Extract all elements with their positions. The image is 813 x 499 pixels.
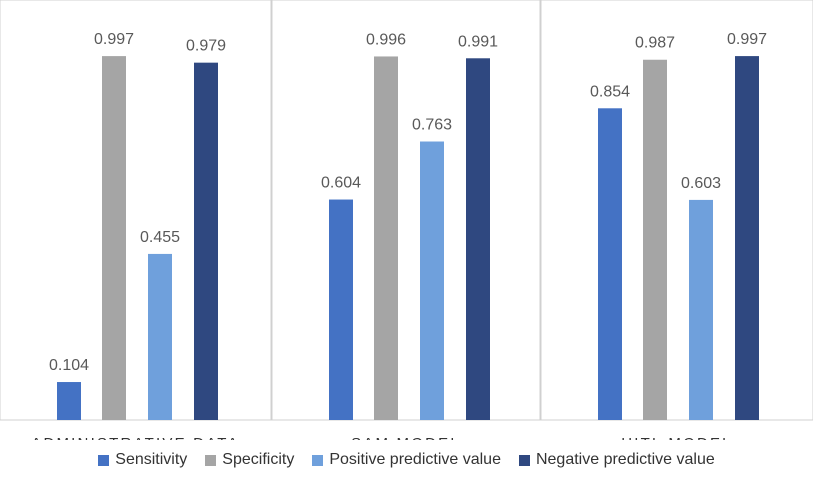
data-label-sensitivity-hitl-model: 0.854 xyxy=(590,83,630,100)
data-label-ppv-hitl-model: 0.603 xyxy=(681,175,721,192)
bar-npv-hitl-model xyxy=(735,56,759,420)
legend: Sensitivity Specificity Positive predict… xyxy=(0,450,813,470)
bar-specificity-administrative-data xyxy=(102,56,126,420)
legend-label-npv: Negative predictive value xyxy=(535,451,715,468)
category-label-administrative-data: ADMINISTRATIVE DATA xyxy=(31,435,239,440)
category-label-sam-model: SAM MODEL xyxy=(351,435,461,440)
legend-swatch-specificity xyxy=(205,454,217,466)
bar-ppv-sam-model xyxy=(420,141,444,420)
data-label-npv-hitl-model: 0.997 xyxy=(727,31,767,48)
bar-specificity-hitl-model xyxy=(643,59,667,421)
legend-item-ppv: Positive predictive value xyxy=(312,451,501,469)
panel-hitl-model xyxy=(540,0,813,421)
bar-npv-sam-model xyxy=(466,58,490,420)
bar-sensitivity-sam-model xyxy=(329,199,353,420)
legend-swatch-npv xyxy=(518,454,530,466)
data-label-specificity-hitl-model: 0.987 xyxy=(635,35,675,52)
bar-specificity-sam-model xyxy=(374,56,398,421)
data-label-specificity-administrative-data: 0.997 xyxy=(94,31,134,48)
data-label-sensitivity-administrative-data: 0.104 xyxy=(49,357,89,374)
bar-ppv-administrative-data xyxy=(148,253,172,420)
panel-backgrounds xyxy=(0,0,813,421)
data-labels: 0.104 0.997 0.455 0.979 0.604 0.996 0.763 0.991… xyxy=(49,31,767,374)
legend-label-sensitivity: Sensitivity xyxy=(115,451,188,468)
panel-administrative-data xyxy=(0,0,272,421)
bars xyxy=(57,56,759,421)
data-label-npv-sam-model: 0.991 xyxy=(458,33,498,50)
data-label-ppv-sam-model: 0.763 xyxy=(412,117,452,134)
data-label-sensitivity-sam-model: 0.604 xyxy=(321,175,361,192)
bar-sensitivity-administrative-data xyxy=(57,382,81,420)
panel-sam-model xyxy=(271,0,541,421)
bar-ppv-hitl-model xyxy=(689,199,713,420)
legend-item-sensitivity: Sensitivity xyxy=(98,451,187,469)
data-label-npv-administrative-data: 0.979 xyxy=(186,38,226,55)
data-label-ppv-administrative-data: 0.455 xyxy=(140,229,180,246)
category-labels: ADMINISTRATIVE DATA SAM MODEL HITL MODEL xyxy=(31,435,732,440)
legend-label-specificity: Specificity xyxy=(222,451,295,468)
bar-sensitivity-hitl-model xyxy=(598,108,622,420)
category-label-hitl-model: HITL MODEL xyxy=(621,435,732,440)
legend-item-specificity: Specificity xyxy=(205,451,294,469)
legend-label-ppv: Positive predictive value xyxy=(329,451,501,468)
legend-swatch-ppv xyxy=(312,454,324,466)
data-label-specificity-sam-model: 0.996 xyxy=(366,31,406,48)
chart: 0.104 0.997 0.455 0.979 0.604 0.996 0.763 0.991… xyxy=(0,0,813,440)
legend-item-npv: Negative predictive value xyxy=(518,451,715,469)
legend-swatch-sensitivity xyxy=(98,454,110,466)
bar-npv-administrative-data xyxy=(194,62,218,420)
